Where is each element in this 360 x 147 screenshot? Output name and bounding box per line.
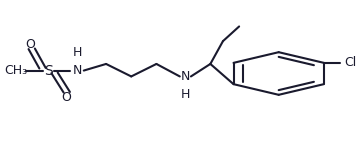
Text: O: O <box>62 91 72 103</box>
Text: O: O <box>26 38 36 51</box>
Text: Cl: Cl <box>344 56 357 69</box>
Text: H: H <box>73 46 82 59</box>
Text: N: N <box>73 64 82 77</box>
Text: H: H <box>180 88 190 101</box>
Text: S: S <box>44 64 53 78</box>
Text: N: N <box>180 70 190 83</box>
Text: CH₃: CH₃ <box>5 64 28 77</box>
